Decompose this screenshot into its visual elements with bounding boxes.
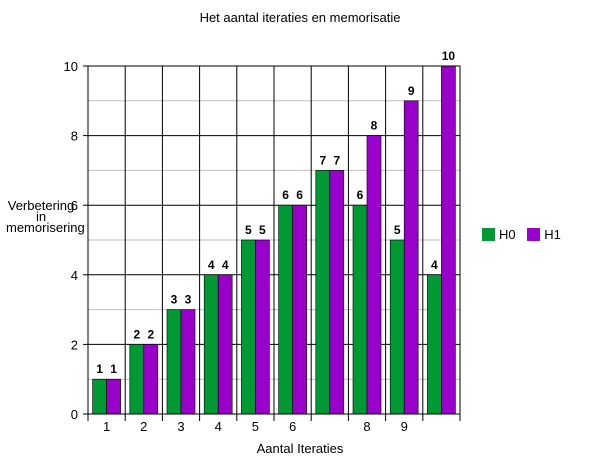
x-tick-label: 3 (177, 419, 184, 434)
data-label: 5 (394, 223, 401, 237)
x-tick-label: 2 (140, 419, 147, 434)
x-tick-label: 9 (401, 419, 408, 434)
bar-h0 (315, 170, 331, 415)
data-label: 6 (357, 188, 364, 202)
legend-label: H0 (499, 227, 516, 242)
x-tick-label: 8 (363, 419, 370, 434)
y-axis-label-line: memorisering (6, 220, 85, 235)
bar-h1 (143, 344, 159, 415)
data-label: 1 (96, 362, 103, 376)
data-label: 7 (319, 153, 326, 167)
data-label: 3 (185, 293, 192, 307)
bar-h1 (329, 170, 345, 415)
y-tick-label: 8 (71, 129, 78, 144)
bar-h1 (292, 204, 307, 415)
y-tick-label: 6 (71, 198, 78, 213)
y-tick-label: 4 (71, 268, 78, 283)
data-label: 4 (222, 258, 229, 272)
data-label: 9 (408, 84, 415, 98)
x-tick-label: 5 (252, 419, 259, 434)
y-axis-label-line: in (35, 209, 47, 224)
data-label: 7 (333, 153, 340, 167)
bar-h0 (427, 274, 442, 415)
y-tick-label: 10 (64, 59, 78, 74)
bar-h0 (389, 239, 405, 415)
x-tick-label: 4 (215, 419, 222, 434)
bar-h0 (166, 309, 182, 415)
x-axis-label: Aantal Iteraties (256, 441, 344, 456)
bar-h1 (106, 378, 121, 415)
data-label: 10 (442, 49, 456, 63)
bar-h0 (241, 239, 256, 415)
y-tick-label: 2 (71, 337, 78, 352)
data-label: 2 (133, 327, 140, 341)
data-label: 5 (259, 223, 266, 237)
y-tick-label: 0 (71, 407, 78, 422)
bar-h1 (403, 100, 419, 415)
data-label: 8 (371, 119, 378, 133)
x-tick-label: 6 (289, 419, 296, 434)
data-label: 4 (208, 258, 215, 272)
bar-h1 (217, 274, 233, 415)
data-label: 5 (245, 223, 252, 237)
bar-h0 (278, 204, 293, 415)
bar-h0 (92, 378, 107, 415)
y-axis-label: Verbetering in memorisering (6, 198, 85, 235)
plot-frame (87, 65, 461, 415)
legend-swatch (527, 228, 541, 241)
chart-title: Het aantal iteraties en memorisatie (199, 10, 401, 25)
bar-h1 (180, 309, 196, 415)
data-label: 3 (171, 293, 178, 307)
bar-h0 (129, 344, 145, 415)
bar-h1 (255, 239, 270, 415)
data-label: 6 (282, 188, 289, 202)
data-label: 6 (296, 188, 303, 202)
legend-item-h0: H0 (482, 227, 516, 242)
x-tick-label: 1 (103, 419, 110, 434)
legend-item-h1: H1 (527, 227, 561, 242)
bar-h1 (441, 65, 456, 415)
bar-h1 (366, 135, 382, 415)
legend-swatch (482, 228, 495, 241)
data-label: 4 (431, 258, 438, 272)
y-axis-label-line: Verbetering (7, 198, 75, 213)
data-label: 1 (110, 362, 117, 376)
legend-label: H1 (544, 227, 561, 242)
legend: H0 H1 (482, 227, 569, 244)
data-label: 2 (147, 327, 154, 341)
bar-h0 (352, 204, 368, 415)
bar-h0 (203, 274, 219, 415)
